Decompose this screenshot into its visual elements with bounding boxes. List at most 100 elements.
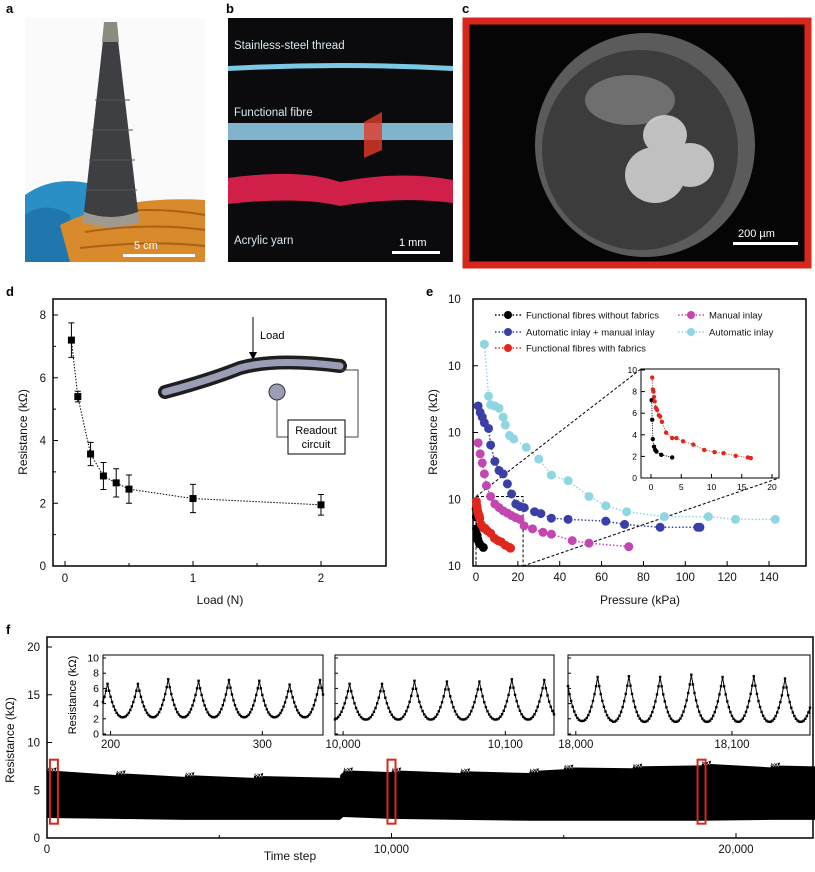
inset-data-point xyxy=(203,704,206,707)
inset-data-point xyxy=(211,715,214,719)
series-line xyxy=(483,344,776,521)
inset-data-point xyxy=(523,717,526,720)
inset-data-point xyxy=(333,718,337,721)
inset-data-point xyxy=(626,684,629,687)
inset-frame xyxy=(102,654,324,736)
zoom-guide xyxy=(522,477,780,567)
data-point xyxy=(486,491,496,501)
inset-data-point xyxy=(504,705,507,708)
inset-data-point xyxy=(730,714,734,718)
y-tick-label: 10 xyxy=(27,738,40,750)
inset-data-point xyxy=(536,705,539,708)
legend-marker xyxy=(504,311,512,319)
data-point xyxy=(622,507,632,517)
x-tick-label: 0 xyxy=(473,572,479,584)
inset-data-point xyxy=(580,719,584,723)
inset-data-point xyxy=(364,718,368,721)
inset-data-point xyxy=(465,717,468,720)
inset-data-point xyxy=(218,711,222,714)
inset-data-point xyxy=(305,715,308,719)
inset-data-point xyxy=(144,708,147,712)
inset-data-point xyxy=(256,687,259,690)
data-point xyxy=(601,516,611,526)
inset-x-tick-label: 200 xyxy=(101,739,120,751)
data-point xyxy=(507,489,517,499)
inset-data-point xyxy=(802,719,805,722)
data-point xyxy=(494,403,504,413)
inset-data-point xyxy=(229,686,232,689)
inset-data-point xyxy=(539,694,543,697)
inset-data-point xyxy=(189,708,193,711)
inset-data-point xyxy=(541,687,544,690)
x-tick-label: 0 xyxy=(44,844,50,856)
inset-data-point xyxy=(748,455,754,461)
inset-data-point xyxy=(552,713,556,716)
inset-data-point xyxy=(509,686,512,689)
inset-data-point xyxy=(510,678,514,681)
inset-data-point xyxy=(311,707,314,711)
inset-data-point xyxy=(176,711,179,714)
inset-data-point xyxy=(660,685,663,688)
y-axis-label: Resistance (kΩ) xyxy=(16,389,30,475)
scale-label: 1 mm xyxy=(399,237,427,249)
inset-data-point xyxy=(170,692,173,696)
inset-data-point xyxy=(702,447,707,453)
inset-data-point xyxy=(641,720,645,723)
inset-data-point xyxy=(259,687,262,690)
inset-data-point xyxy=(799,720,802,724)
inset-data-point xyxy=(576,716,579,720)
inset-data-point xyxy=(183,715,187,719)
inset-data-point xyxy=(716,700,720,703)
inset-data-point xyxy=(662,693,665,696)
data-point xyxy=(502,479,512,489)
inset-data-point xyxy=(250,708,253,711)
inset-y-tick-label: 10 xyxy=(628,365,638,375)
inset-data-point xyxy=(388,710,392,713)
inset-data-point xyxy=(727,706,731,709)
inset-data-point xyxy=(371,713,374,717)
inset-data-point xyxy=(500,712,504,716)
inset-data-point xyxy=(233,703,237,707)
inset-data-point xyxy=(303,716,306,719)
inset-data-point xyxy=(791,711,795,714)
inset-data-point xyxy=(598,684,601,688)
y-tick-label: 10 xyxy=(448,494,461,506)
inset-data-point xyxy=(230,693,234,696)
inset-data-point xyxy=(525,718,528,721)
inset-data-point xyxy=(788,700,791,704)
inset-data-point xyxy=(414,687,418,691)
inset-y-tick-label: 2 xyxy=(632,451,637,461)
data-point xyxy=(74,393,82,401)
inset-data-point xyxy=(652,706,656,709)
inset-data-point xyxy=(808,706,812,709)
data-point xyxy=(546,513,556,523)
inset-data-point xyxy=(574,714,578,717)
inset-data-point xyxy=(483,701,486,704)
inset-data-point xyxy=(779,700,782,704)
x-tick-label: 1 xyxy=(190,573,196,585)
inset-data-point xyxy=(777,706,780,709)
inset-data-point xyxy=(796,719,799,722)
inset-data-point xyxy=(110,700,114,704)
inset-data-point xyxy=(385,702,389,705)
thread-label-functional: Functional fibre xyxy=(234,107,313,119)
inset-data-point xyxy=(486,710,489,713)
x-axis-label: Time step xyxy=(264,849,317,863)
inset-data-point xyxy=(180,715,184,719)
inset-data-point xyxy=(643,720,646,724)
inset-data-point xyxy=(148,715,152,718)
inset-data-point xyxy=(129,708,132,712)
inset-data-point xyxy=(177,713,181,716)
inset-data-point xyxy=(693,691,696,695)
data-point xyxy=(521,442,531,452)
inset-y-tick-label: 8 xyxy=(93,668,99,680)
inset-data-point xyxy=(276,715,279,718)
data-point xyxy=(479,469,489,479)
inset-data-point xyxy=(765,719,768,722)
inset-data-point xyxy=(142,705,146,708)
inset-data-point xyxy=(546,694,549,697)
inset-data-point xyxy=(247,713,250,716)
inset-data-point xyxy=(392,715,395,719)
inset-data-point xyxy=(197,679,200,682)
